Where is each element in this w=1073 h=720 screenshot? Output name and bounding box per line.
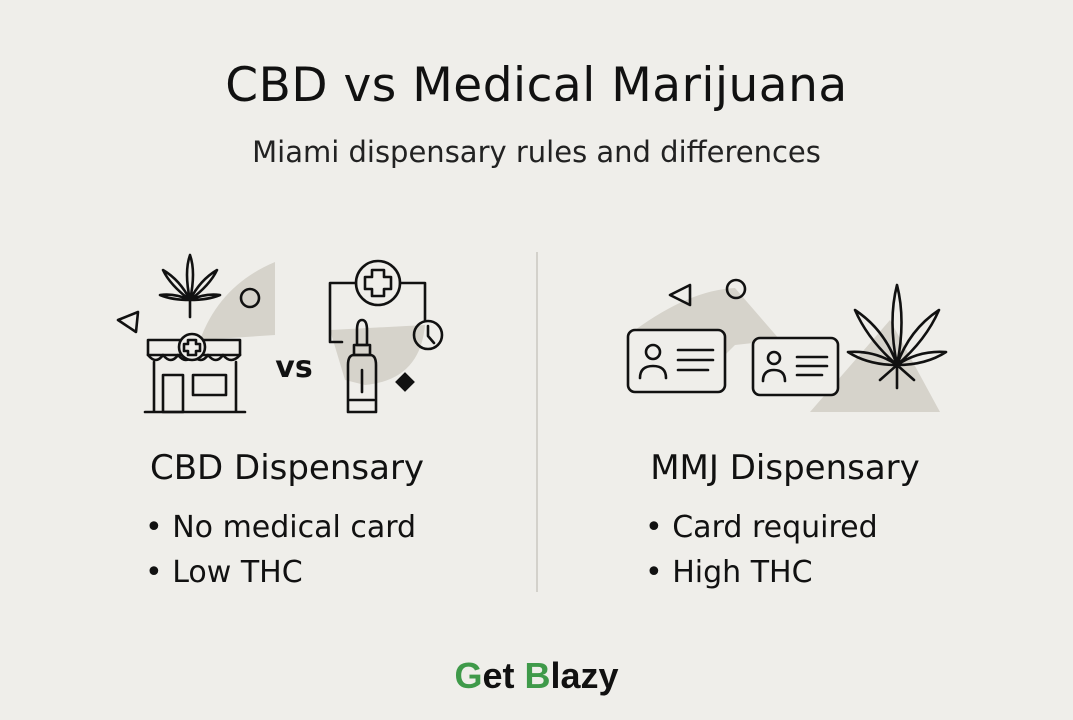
storefront-icon [143,332,247,414]
id-card-icon [751,336,840,397]
bullet-item: Card required [645,505,877,550]
dropper-bottle-icon [346,318,378,414]
logo-part: et [482,655,525,696]
cbd-heading: CBD Dispensary [149,448,425,488]
logo-part: lazy [550,655,619,696]
cannabis-leaf-icon [846,283,948,390]
mmj-heading: MMJ Dispensary [650,448,920,488]
triangle-shape [116,310,140,334]
divider [536,252,538,592]
diamond-shape [395,372,415,392]
mmj-bullet-list: Card required High THC [645,505,878,595]
page-subtitle: Miami dispensary rules and differences [252,135,821,169]
brand-logo: Get Blazy [0,655,1073,697]
medical-process-icon [328,259,444,351]
background-shapes [200,262,425,385]
page-title: CBD vs Medical Marijuana [225,58,848,113]
bullet-item: High THC [645,550,878,595]
bullet-item: Low THC [145,550,416,595]
circle-shape [725,278,747,300]
circle-shape [239,287,261,309]
bullet-item: No medical card [145,505,416,550]
logo-part: B [524,655,551,696]
cannabis-leaf-icon [158,253,222,319]
triangle-shape [668,283,692,307]
id-card-icon [626,328,727,394]
logo-part: G [454,655,483,696]
vs-label: vs [275,350,312,385]
cbd-bullet-list: No medical card Low THC [145,505,416,595]
